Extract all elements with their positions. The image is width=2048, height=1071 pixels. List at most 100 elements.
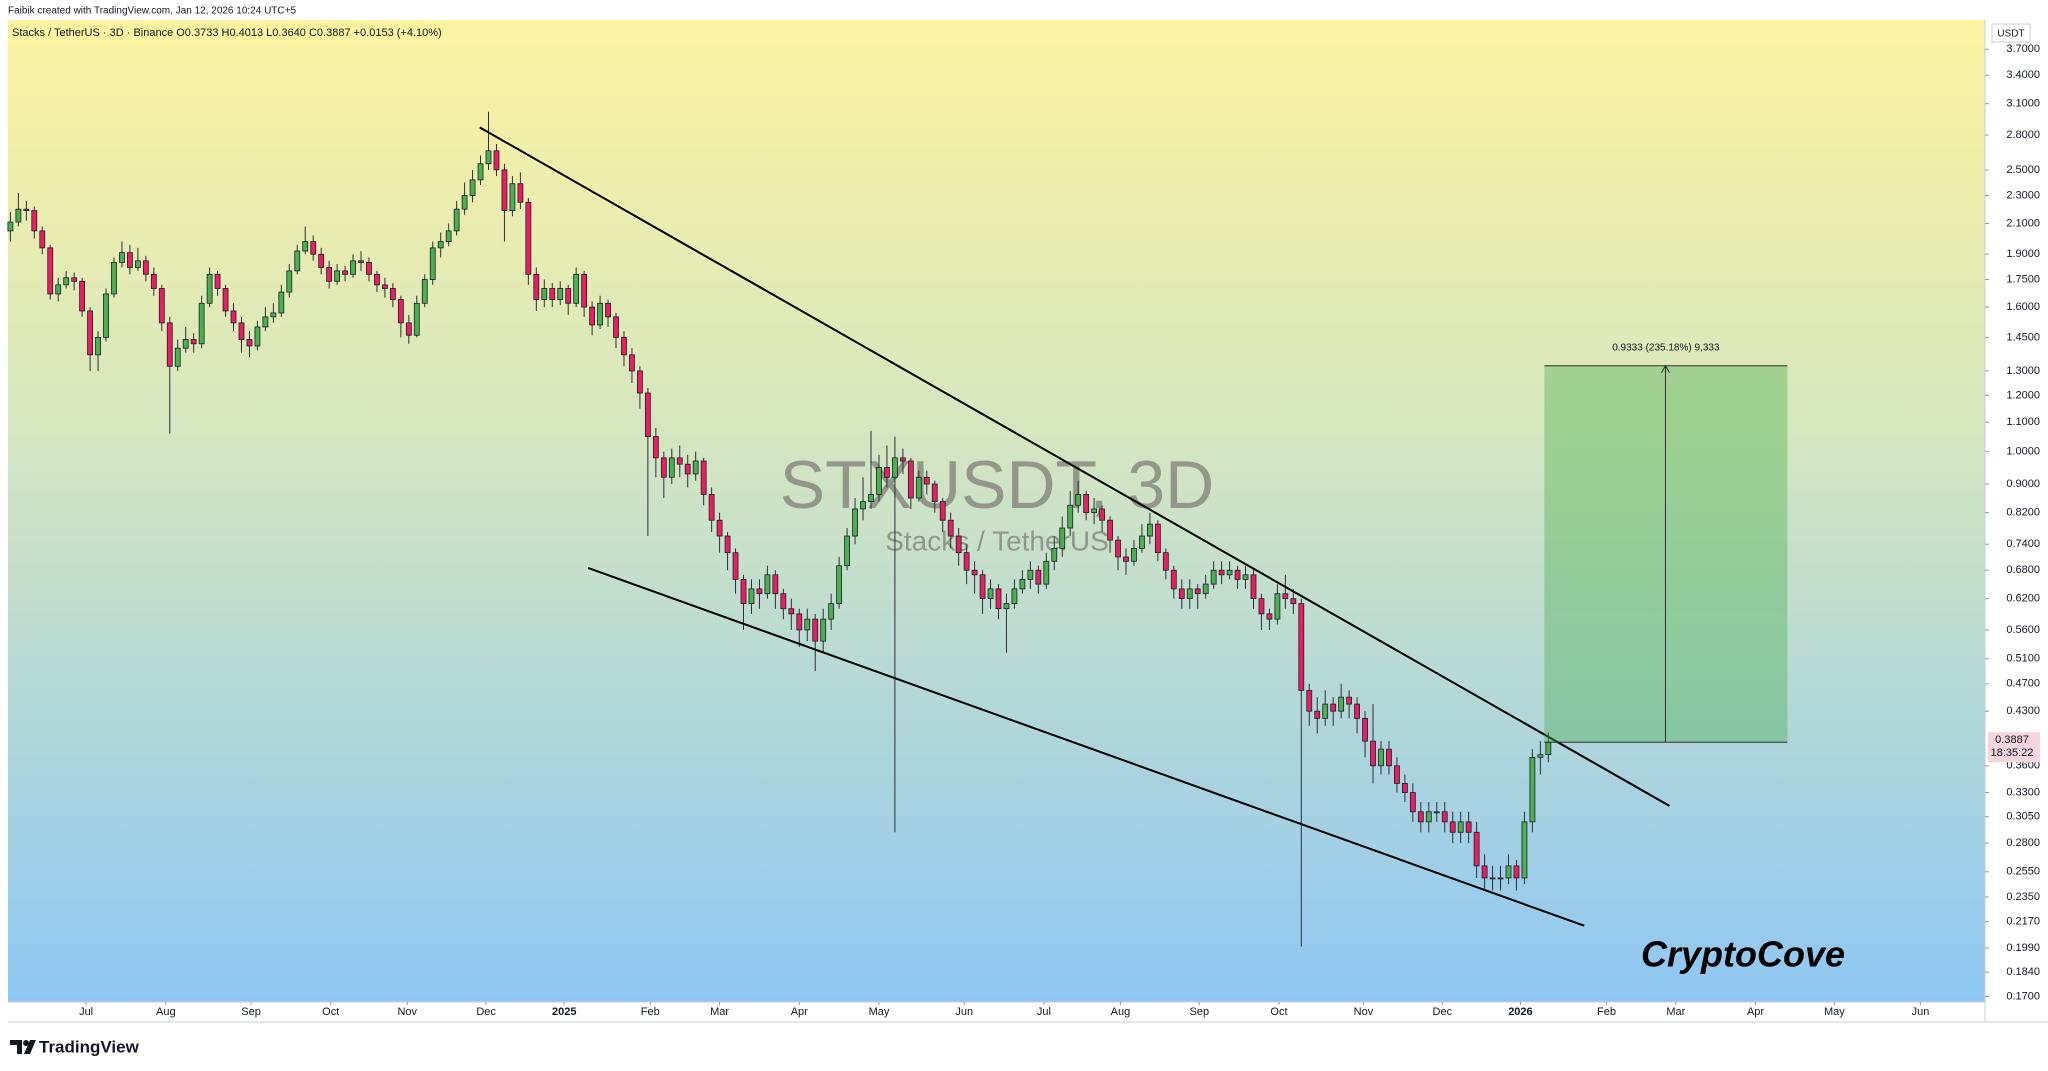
y-tick-label: 2.3000 [2006,189,2040,201]
brand: CryptoCove [1641,934,1845,975]
candle-body [421,279,428,304]
candle-body [1489,877,1496,880]
candle-body [1282,593,1289,600]
y-tick-label: 0.9000 [2006,478,2040,490]
candle-body [1481,865,1488,879]
candle-body [517,183,524,203]
candle-body [1370,740,1376,767]
candle-body [780,593,787,610]
candle-body [1298,603,1305,691]
candle-body [254,326,261,347]
candle-body [1513,865,1520,879]
symbol-legend: Stacks / TetherUS · 3D · Binance O0.3733… [12,27,442,39]
candle-body [1154,523,1161,554]
candle-body [1091,508,1098,514]
candle-body [597,302,603,326]
arrow-head [1661,364,1670,374]
candle-body [1146,523,1153,537]
candle-body [828,603,835,620]
candle-body [166,322,173,367]
candle-body [501,169,508,211]
candle-body [95,336,101,356]
candle-body [1537,754,1544,758]
candle-body [716,519,723,537]
candle-body [884,467,890,478]
candle-body [644,392,651,438]
candle-body [87,310,93,356]
y-tick-label: 2.1000 [2006,217,2040,229]
candle-body [1019,579,1026,590]
y-tick-label: 0.2800 [2006,837,2040,849]
candle-body [63,277,70,286]
candle-body [7,221,14,232]
candle-body [899,457,906,462]
x-tick-label: May [1824,1006,1845,1018]
candle-body [939,501,946,521]
candle-body [1234,569,1241,580]
watermark-symbol: STXUSDT, 3D [780,447,1215,523]
y-tick-label: 2.8000 [2006,129,2040,141]
candle-body [860,501,866,510]
candle-body [963,552,970,571]
candle-body [119,252,125,263]
y-tick-label: 0.1840 [2006,966,2040,978]
candle-body [533,273,540,300]
candle-body [915,476,922,499]
x-tick-label: Mar [710,1006,729,1018]
x-tick-label: Jun [955,1006,973,1018]
y-tick-label: 3.1000 [2006,98,2040,110]
platform-logo: TradingView [10,1037,140,1056]
candle-body [342,270,348,275]
x-tick-label: May [869,1006,890,1018]
candle-body [549,288,556,300]
candle-body [294,250,301,272]
candle-body [788,608,795,615]
candle-body [31,210,38,232]
y-tick-label: 1.3000 [2006,365,2040,377]
candle-body [366,262,372,275]
x-tick-label: Apr [1747,1006,1764,1018]
candle-body [868,494,874,503]
candle-body [525,201,532,275]
x-tick-label: Aug [156,1006,176,1018]
candle-body [1529,756,1536,823]
candle-body [652,436,659,459]
measure-label: 0.9333 (235.18%) 9,333 [1612,342,1720,353]
x-tick-label: Aug [1111,1006,1131,1018]
candle-body [55,284,62,295]
candle-body [557,288,564,300]
candle-body [1290,598,1297,605]
candle-body [796,613,803,631]
candle-body [907,460,914,499]
candle-body [150,273,157,289]
candle-body [1465,821,1472,833]
candle-body [995,588,1002,610]
candle-body [47,247,54,295]
candle-body [1386,748,1392,767]
candle-body [1354,703,1360,719]
candle-body [1505,865,1512,879]
candle-body [1330,703,1337,712]
candle-body [334,270,341,282]
candle-body [79,280,86,312]
candle-body [1131,548,1137,562]
candle-body [1545,741,1552,756]
candle-body [382,284,388,289]
watermark-name: Stacks / TetherUS [885,525,1109,556]
candle-body [318,253,325,268]
candle-body [756,588,763,595]
candle-body [947,519,954,537]
candle-body [931,483,938,503]
x-tick-label: Sep [1190,1006,1210,1018]
candle-body [350,260,356,275]
candle-body [892,457,898,478]
y-tick-label: 3.7000 [2006,43,2040,55]
candle-body [1075,494,1082,506]
x-tick-label: Dec [1433,1006,1453,1018]
y-tick-label: 1.7500 [2006,273,2040,285]
candle-body [1226,569,1233,576]
candle-body [676,457,683,465]
candle-body [222,288,229,312]
